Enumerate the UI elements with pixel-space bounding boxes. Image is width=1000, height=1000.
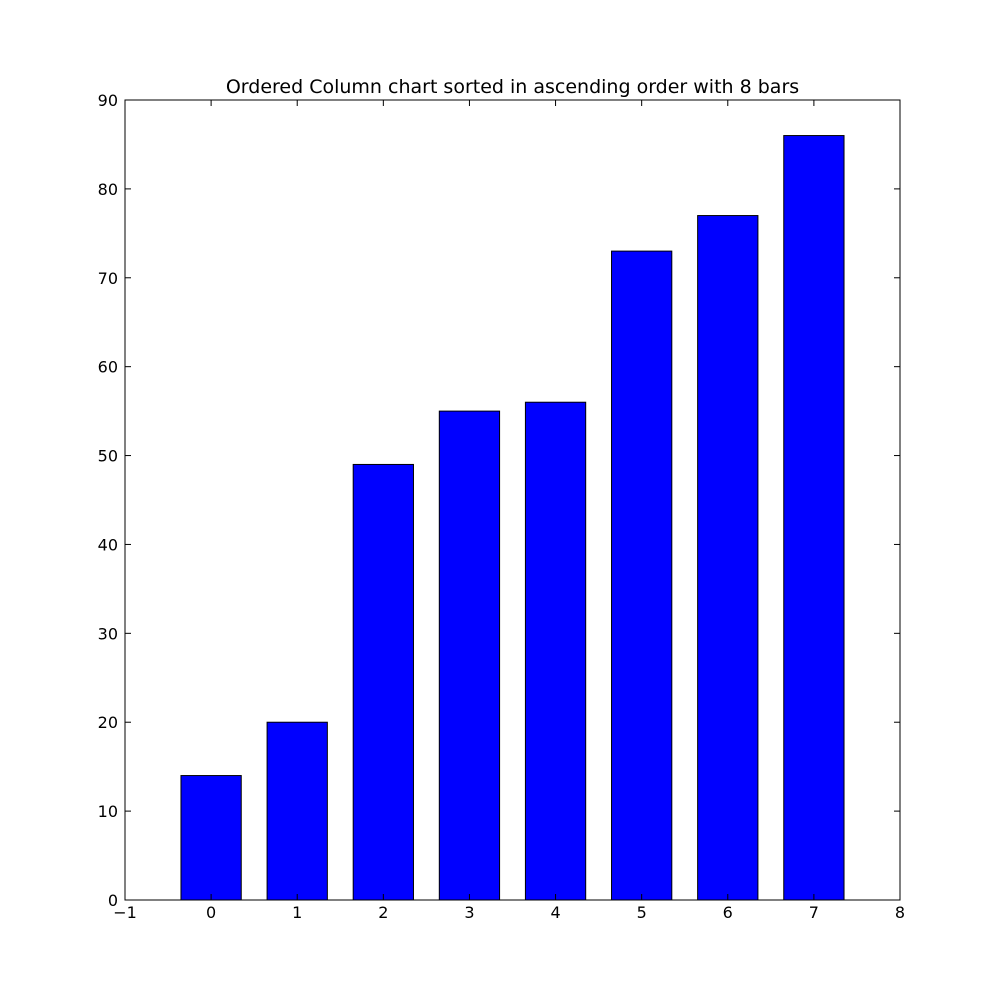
- y-tick-label: 30: [98, 624, 118, 643]
- x-tick-label: 3: [464, 903, 474, 922]
- y-ticks-group: 0 10 20 30 40 50 60 70 80 90: [98, 91, 900, 910]
- x-tick-label: 4: [550, 903, 560, 922]
- y-tick-label: 90: [98, 91, 118, 110]
- bar-3: [438, 410, 501, 901]
- y-tick-label: 20: [98, 713, 118, 732]
- x-tick-label: 1: [292, 903, 302, 922]
- plot-frame: [124, 99, 901, 901]
- bar-2: [352, 463, 414, 901]
- y-tick-label: 10: [98, 802, 118, 821]
- bar-1: [266, 721, 328, 901]
- bar-0: [180, 775, 242, 901]
- x-tick-label: −1: [113, 903, 137, 922]
- bar-4: [524, 401, 587, 901]
- bars-group: [180, 135, 845, 901]
- y-tick-label: 70: [98, 269, 118, 288]
- bar-6: [697, 215, 759, 901]
- y-tick-label: 40: [98, 535, 118, 554]
- x-tick-label: 6: [723, 903, 733, 922]
- x-tick-label: 0: [206, 903, 216, 922]
- y-tick-label: 50: [98, 447, 118, 466]
- y-tick-label: 60: [98, 358, 118, 377]
- y-tick-label: 80: [98, 180, 118, 199]
- y-tick-label: 0: [108, 891, 118, 910]
- x-tick-label: 7: [809, 903, 819, 922]
- x-tick-label: 5: [637, 903, 647, 922]
- x-tick-label: 2: [378, 903, 388, 922]
- x-tick-label: 8: [895, 903, 905, 922]
- chart-title: Ordered Column chart sorted in ascending…: [226, 76, 799, 98]
- bar-7: [783, 135, 845, 901]
- bar-5: [611, 250, 673, 901]
